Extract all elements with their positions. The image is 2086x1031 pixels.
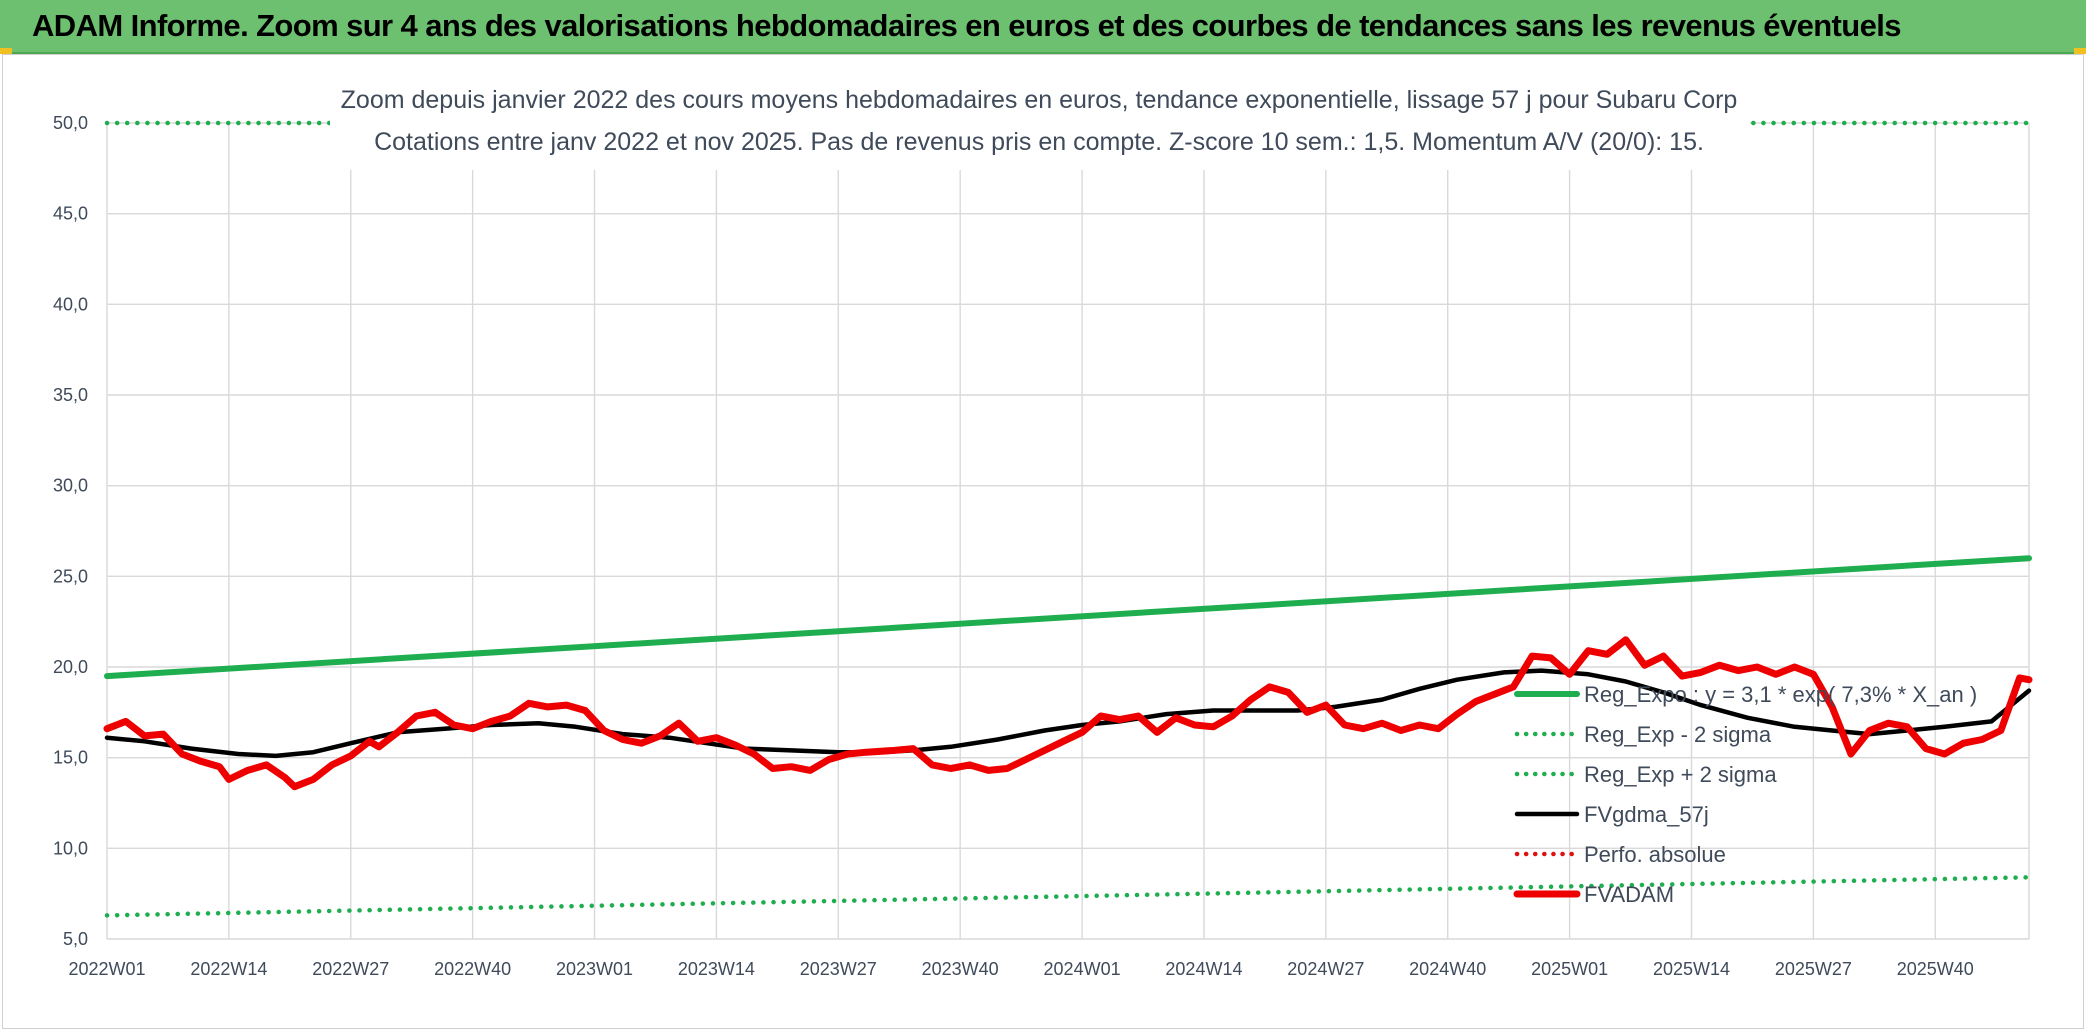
- report-title: ADAM Informe. Zoom sur 4 ans des valoris…: [32, 8, 1902, 43]
- y-tick-label: 25,0: [53, 566, 88, 586]
- chart-title-group: Zoom depuis janvier 2022 des cours moyen…: [330, 80, 1750, 170]
- corner-marker: [0, 48, 12, 54]
- chart-frame: [2, 54, 2084, 1029]
- x-axis: 2022W01 2022W14 2022W27 2022W40 2023W01 2023W…: [68, 959, 1973, 979]
- y-tick-label: 10,0: [53, 838, 88, 858]
- chart-title: Zoom depuis janvier 2022 des cours moyen…: [341, 86, 1738, 114]
- chart-grid: [106, 122, 2030, 940]
- x-tick-label: 2023W14: [678, 959, 755, 979]
- chart-legend: Reg_Expo : y = 3,1 * exp( 7,3% * X_an ) R…: [1513, 682, 1977, 907]
- x-tick-label: 2024W01: [1044, 959, 1121, 979]
- x-tick-label: 2022W01: [68, 959, 145, 979]
- x-tick-label: 2023W01: [556, 959, 633, 979]
- x-tick-label: 2023W40: [922, 959, 999, 979]
- x-tick-label: 2023W27: [800, 959, 877, 979]
- y-tick-label: 5,0: [63, 929, 88, 949]
- x-tick-label: 2022W14: [190, 959, 267, 979]
- x-tick-label: 2025W01: [1531, 959, 1608, 979]
- x-tick-label: 2025W27: [1775, 959, 1852, 979]
- legend-label-perfo-absolue-line: Perfo. absolue: [1584, 842, 1726, 867]
- chart-subtitle: Cotations entre janv 2022 et nov 2025. P…: [374, 128, 1704, 156]
- y-axis: 5,0 10,0 15,0 20,0 25,0 30,0 35,0 40,0 45,0 50,0: [53, 113, 88, 949]
- chart-series: [103, 120, 2033, 918]
- fvgdma-57j-line: [104, 668, 2032, 759]
- x-tick-label: 2024W27: [1287, 959, 1364, 979]
- corner-marker: [2074, 48, 2086, 54]
- x-tick-label: 2025W40: [1897, 959, 1974, 979]
- y-tick-label: 30,0: [53, 476, 88, 496]
- fvadam-line: [103, 636, 2033, 791]
- x-tick-label: 2022W40: [434, 959, 511, 979]
- chart-title-background: [330, 80, 1750, 170]
- legend-label-regression-minus-2sigma-line: Reg_Exp - 2 sigma: [1584, 722, 1772, 747]
- x-tick-label: 2022W27: [312, 959, 389, 979]
- legend-label-fvgdma-57j-line: FVgdma_57j: [1584, 802, 1709, 827]
- x-tick-label: 2024W40: [1409, 959, 1486, 979]
- regression-minus-2sigma-line: [104, 875, 2032, 918]
- report-header: ADAM Informe. Zoom sur 4 ans des valoris…: [0, 0, 2086, 54]
- y-tick-label: 35,0: [53, 385, 88, 405]
- y-tick-label: 40,0: [53, 294, 88, 314]
- legend-label-fvadam-line: FVADAM: [1584, 882, 1674, 907]
- legend-label-regression-line: Reg_Expo : y = 3,1 * exp( 7,3% * X_an ): [1584, 682, 1977, 707]
- y-tick-label: 15,0: [53, 748, 88, 768]
- x-tick-label: 2025W14: [1653, 959, 1730, 979]
- y-tick-label: 45,0: [53, 204, 88, 224]
- regression-line: [104, 555, 2032, 680]
- y-tick-label: 20,0: [53, 657, 88, 677]
- x-tick-label: 2024W14: [1165, 959, 1242, 979]
- y-tick-label: 50,0: [53, 113, 88, 133]
- legend-label-regression-plus-2sigma-line: Reg_Exp + 2 sigma: [1584, 762, 1777, 787]
